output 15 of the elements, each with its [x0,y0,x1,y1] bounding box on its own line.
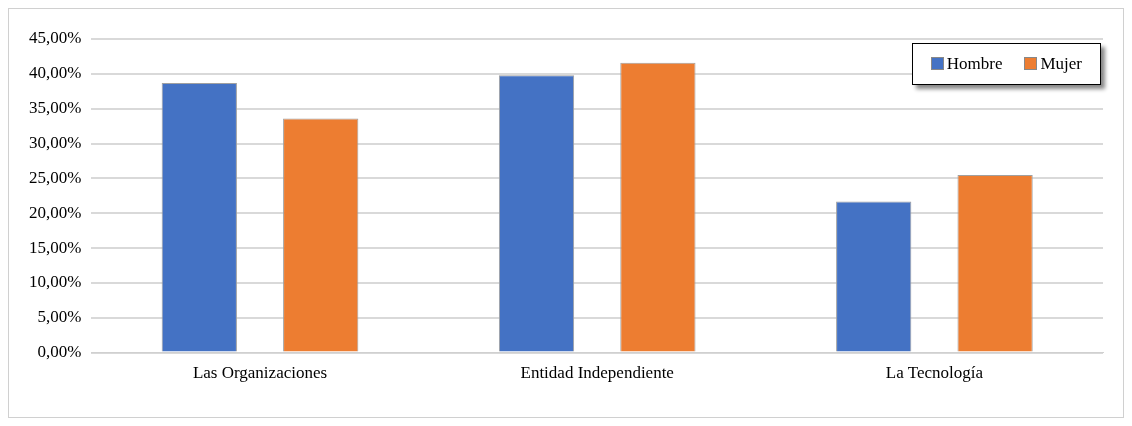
y-tick-label: 25,00% [28,167,82,187]
y-tick-label: 15,00% [28,237,82,257]
y-tick-label: 10,00% [28,272,82,292]
x-tick-label: Entidad Independiente [520,363,674,383]
x-tick-label: Las Organizaciones [192,363,328,383]
y-tick-label: 30,00% [28,133,82,152]
x-tick-label: La Tecnología [885,363,984,383]
y-tick-label: 20,00% [28,202,82,222]
y-tick-label: 45,00% [28,28,82,48]
legend-label: Mujer [1039,54,1082,74]
y-tick-label: 0,00% [37,342,82,362]
y-tick-label: 5,00% [37,307,82,327]
legend-label: Hombre [945,54,1003,74]
y-tick-label: 40,00% [28,63,82,83]
y-tick-label: 35,00% [28,98,82,118]
